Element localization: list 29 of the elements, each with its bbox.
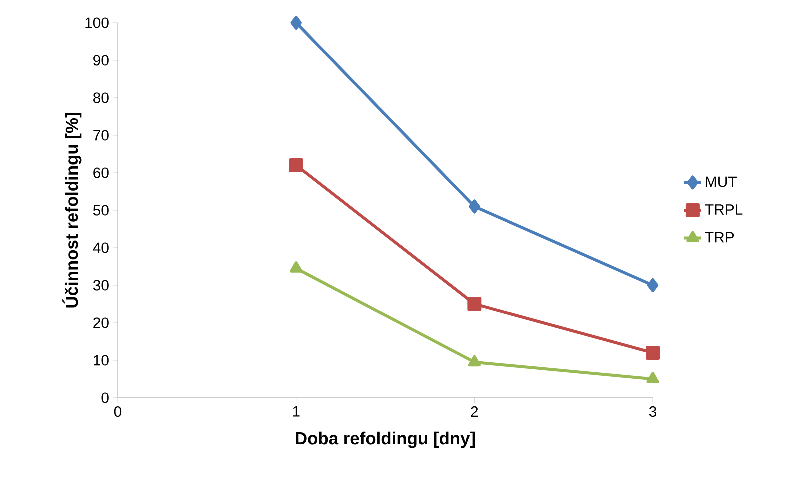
legend-label: TRP [705, 232, 734, 243]
point [646, 372, 660, 384]
legend-label: MUT [706, 176, 737, 188]
y-axis-title: Účinnost refoldingu [%] [62, 113, 82, 308]
point [289, 158, 304, 172]
legend-label: TRPL [705, 204, 743, 215]
y-tick-label: 90 [94, 55, 109, 66]
point [647, 278, 659, 292]
point [468, 297, 482, 312]
point [468, 355, 481, 367]
y-tick-label: 60 [94, 168, 109, 178]
y-tick-label: 10 [94, 355, 109, 366]
y-tick-label: 70 [94, 130, 109, 141]
point [290, 16, 302, 30]
y-tick-label: 50 [93, 205, 109, 216]
y-tick-label: 80 [94, 92, 109, 104]
y-tick-label: 40 [93, 242, 109, 254]
x-tick-label: 3 [649, 406, 657, 418]
point [469, 200, 480, 214]
y-tick-label: 0 [102, 392, 109, 404]
y-tick-label: 20 [94, 318, 109, 328]
x-tick-label: 0 [114, 406, 122, 418]
x-tick-label: 1 [293, 406, 300, 417]
x-axis-title: Doba refoldingu [dny] [296, 432, 476, 448]
y-tick-label: 100 [86, 18, 109, 28]
y-tick-label: 30 [93, 280, 109, 291]
point [646, 346, 660, 360]
point [290, 262, 303, 273]
x-tick-label: 2 [471, 406, 478, 417]
